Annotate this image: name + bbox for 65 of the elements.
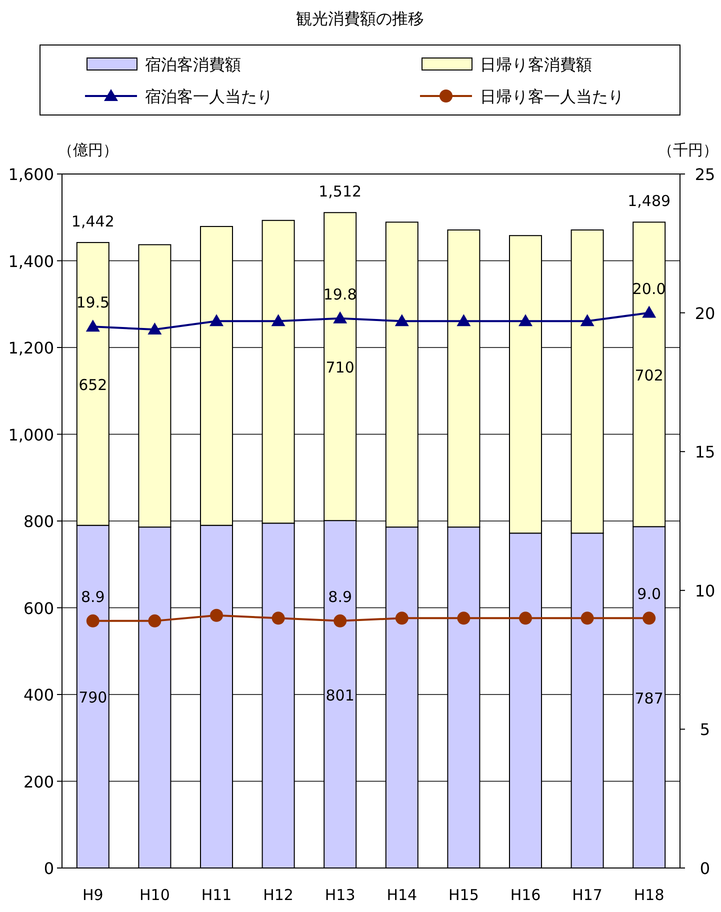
data-label: 702 (634, 366, 664, 384)
legend-label: 日帰り客一人当たり (480, 87, 624, 106)
y-tick-label: 400 (23, 686, 54, 704)
y-tick-label: 0 (44, 859, 54, 878)
y2-tick-label: 15 (694, 442, 716, 462)
x-tick-label: H12 (263, 886, 294, 904)
data-label: 801 (326, 686, 354, 704)
data-label: 790 (78, 688, 108, 707)
y2-tick-label: 5 (700, 720, 710, 740)
x-tick-label: H15 (448, 886, 479, 904)
legend-label: 宿泊客一人当たり (145, 87, 273, 106)
y2-tick-label: 20 (694, 304, 716, 323)
y-tick-label: 1,600 (8, 165, 54, 184)
point (148, 614, 162, 628)
point (86, 614, 100, 628)
point (457, 612, 470, 625)
data-label: 652 (78, 376, 108, 394)
point (395, 612, 408, 625)
point (642, 612, 656, 625)
point (642, 306, 656, 318)
data-label: 710 (326, 358, 354, 377)
point (394, 314, 409, 326)
point (86, 320, 100, 332)
y2-tick-label: 25 (694, 165, 716, 184)
point (456, 314, 471, 326)
data-label: 9.0 (637, 585, 662, 604)
x-tick-label: H13 (324, 886, 356, 904)
y-tick-label: 600 (23, 598, 54, 618)
title: 観光消費額の推移 (296, 9, 424, 28)
x-tick-label: H14 (386, 886, 418, 904)
x-tick-label: H16 (510, 886, 541, 904)
y2-tick-label: 10 (694, 581, 716, 600)
point (519, 612, 532, 625)
data-label: 8.9 (80, 588, 105, 606)
y-tick-label: 1,000 (8, 425, 54, 444)
x-tick-label: H10 (140, 886, 170, 904)
point (210, 314, 224, 326)
point (210, 608, 223, 622)
y2-tick-label: 0 (700, 859, 710, 878)
data-label: 787 (634, 689, 664, 708)
legend-label: 宿泊客消費額 (145, 55, 241, 74)
point (580, 314, 594, 326)
point (271, 314, 286, 326)
x-tick-label: H17 (572, 886, 602, 904)
total-label: 1,512 (318, 182, 362, 201)
y-axis-title: （億円） (58, 141, 118, 159)
y2-axis-title: （千円） (658, 141, 718, 159)
point (148, 322, 162, 334)
total-label: 1,442 (71, 212, 114, 231)
x-tick-label: H9 (82, 886, 104, 904)
point (333, 311, 348, 324)
point (334, 614, 347, 628)
point (518, 314, 532, 326)
legend-label: 日帰り客消費額 (480, 55, 592, 74)
y-tick-label: 1,200 (8, 338, 54, 358)
y-tick-label: 1,400 (8, 252, 54, 271)
data-label: 19.5 (76, 294, 110, 312)
data-label: 8.9 (328, 588, 352, 606)
y-tick-label: 800 (23, 512, 54, 531)
total-label: 1,489 (628, 192, 671, 210)
point (580, 612, 594, 625)
point (272, 612, 285, 625)
x-tick-label: H11 (201, 886, 232, 904)
x-tick-label: H18 (634, 886, 664, 904)
y-tick-label: 200 (23, 772, 54, 792)
